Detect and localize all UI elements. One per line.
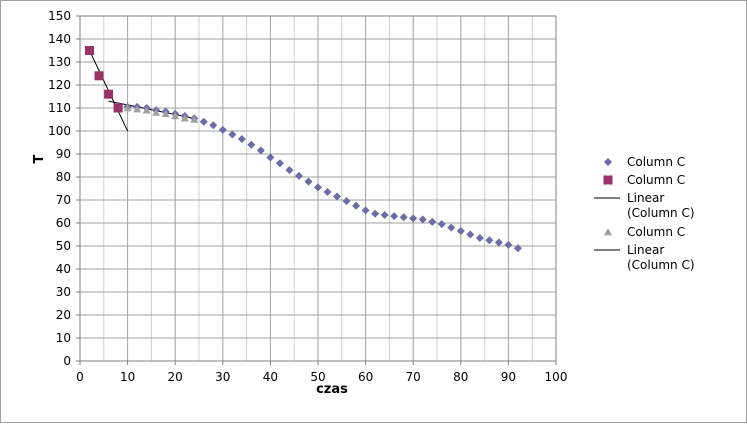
- legend-label-0: Column C: [627, 155, 685, 169]
- x-tick-label: 20: [168, 370, 183, 384]
- data-point-0: [199, 117, 208, 126]
- data-point-3: [171, 112, 180, 120]
- data-point-0: [466, 230, 475, 239]
- y-tick-label: 0: [63, 354, 71, 368]
- legend-label-1: Column C: [627, 173, 685, 187]
- data-point-0: [409, 214, 418, 223]
- data-point-0: [285, 166, 294, 175]
- data-point-3: [180, 114, 189, 122]
- y-tick-label: 130: [48, 55, 71, 69]
- y-tick-label: 30: [56, 285, 71, 299]
- data-point-0: [323, 187, 332, 196]
- y-tick-label: 140: [48, 32, 71, 46]
- x-tick-label: 40: [263, 370, 278, 384]
- data-point-0: [218, 125, 227, 134]
- y-tick-label: 120: [48, 78, 71, 92]
- data-point-0: [256, 146, 265, 155]
- trendline-4: [108, 100, 195, 119]
- data-point-3: [123, 104, 132, 112]
- data-point-0: [447, 223, 456, 232]
- data-point-0: [361, 206, 370, 215]
- y-tick-label: 70: [56, 193, 71, 207]
- x-tick-label: 50: [310, 370, 325, 384]
- x-tick-label: 30: [215, 370, 230, 384]
- legend-marker-0: [604, 158, 612, 166]
- data-point-0: [266, 153, 275, 162]
- y-tick-label: 150: [48, 9, 71, 23]
- data-point-0: [209, 121, 218, 130]
- y-tick-label: 10: [56, 331, 71, 345]
- data-point-3: [142, 106, 151, 114]
- legend-label-3: Column C: [627, 225, 685, 239]
- data-point-0: [437, 220, 446, 229]
- y-tick-label: 40: [56, 262, 71, 276]
- data-point-0: [228, 130, 237, 139]
- legend-label-2: Linear: [627, 191, 664, 205]
- legend-label-2: (Column C): [627, 206, 695, 220]
- y-tick-label: 60: [56, 216, 71, 230]
- legend-label-4: (Column C): [627, 258, 695, 272]
- data-point-0: [380, 210, 389, 219]
- legend-label-4: Linear: [627, 243, 664, 257]
- x-tick-label: 0: [76, 370, 84, 384]
- x-axis-title: czas: [316, 382, 348, 397]
- data-point-0: [485, 236, 494, 245]
- data-point-3: [161, 109, 170, 117]
- data-point-0: [314, 183, 322, 192]
- x-tick-label: 90: [501, 370, 516, 384]
- data-point-0: [428, 217, 437, 226]
- axis-layer: 0 10 20 30 40 50 60 70 80 90 100 0 10 20 30 40 50 60 70 80 9…: [48, 9, 567, 384]
- data-point-0: [494, 238, 503, 247]
- x-tick-label: 70: [406, 370, 421, 384]
- data-point-3: [152, 108, 161, 116]
- data-point-0: [399, 213, 408, 222]
- data-point-0: [352, 201, 361, 210]
- x-tick-label: 10: [120, 370, 135, 384]
- data-point-0: [333, 192, 342, 201]
- y-tick-label: 20: [56, 308, 71, 322]
- grid-layer: [80, 16, 556, 361]
- data-point-0: [294, 171, 303, 180]
- data-point-0: [247, 140, 256, 149]
- y-tick-label: 90: [56, 147, 71, 161]
- x-tick-label: 80: [453, 370, 468, 384]
- y-tick-label: 80: [56, 170, 71, 184]
- data-point-1: [85, 46, 95, 55]
- data-point-3: [133, 105, 142, 113]
- data-point-0: [390, 212, 399, 221]
- y-axis-title: T: [32, 154, 47, 163]
- x-tick-label: 60: [358, 370, 373, 384]
- data-point-0: [475, 233, 484, 242]
- y-tick-label: 50: [56, 239, 71, 253]
- legend-marker-3: [604, 228, 612, 236]
- legend-marker-1: [603, 175, 613, 185]
- data-point-0: [504, 240, 513, 249]
- data-point-0: [456, 227, 465, 236]
- data-point-0: [304, 177, 313, 186]
- data-point-0: [237, 135, 246, 144]
- y-tick-label: 100: [48, 124, 71, 138]
- data-point-3: [190, 115, 199, 123]
- data-point-0: [418, 215, 427, 224]
- marker-layer: [85, 46, 522, 253]
- data-point-0: [371, 209, 380, 218]
- x-tick-label: 100: [545, 370, 568, 384]
- y-tick-label: 110: [48, 101, 71, 115]
- data-point-0: [275, 159, 284, 168]
- data-point-0: [342, 197, 351, 206]
- data-point-1: [94, 71, 104, 81]
- data-point-0: [513, 244, 522, 253]
- data-point-1: [113, 103, 123, 113]
- data-point-1: [104, 89, 114, 99]
